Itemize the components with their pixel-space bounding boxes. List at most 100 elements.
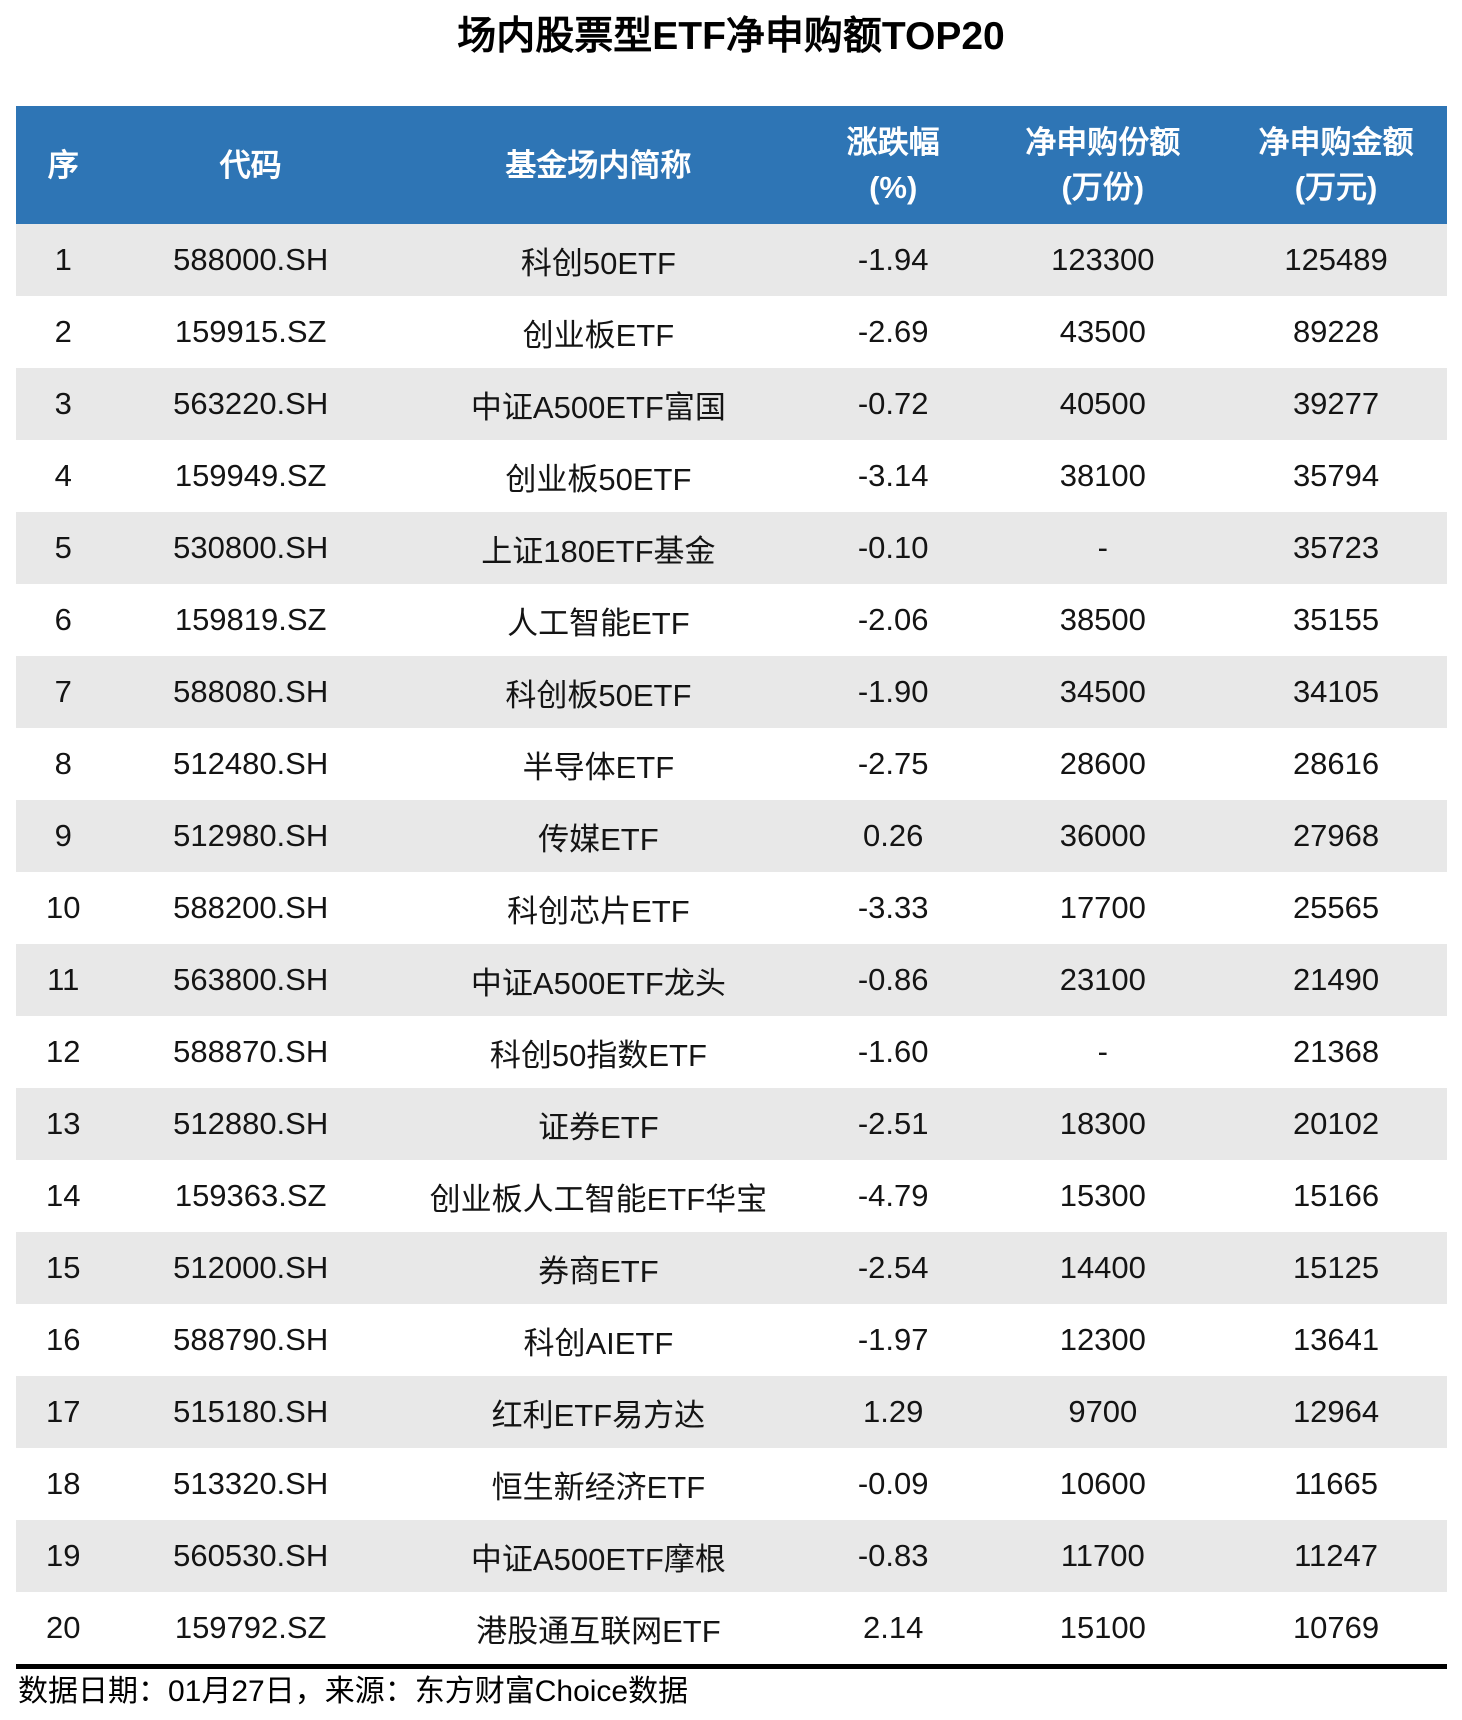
data-source-note: 数据日期：01月27日，来源：东方财富Choice数据 <box>18 1675 689 1708</box>
column-header-label: 代码 <box>219 147 282 183</box>
table-row: 12 588870.SH 科创50指数ETF -1.60 - 21368 <box>16 1016 1447 1088</box>
cell-net_subscription_amount: 21368 <box>1292 1034 1380 1069</box>
cell-rank: 17 <box>45 1394 81 1429</box>
cell-net_subscription_amount: 35723 <box>1292 530 1380 565</box>
cell-rank: 4 <box>54 458 72 493</box>
cell-name: 上证180ETF基金 <box>481 533 716 569</box>
cell-rank: 14 <box>45 1178 81 1213</box>
column-header-label: 基金场内简称 <box>505 147 692 183</box>
cell-rank: 9 <box>54 818 72 853</box>
table-row: 2 159915.SZ 创业板ETF -2.69 43500 89228 <box>16 296 1447 368</box>
cell-net_subscription_amount: 89228 <box>1292 314 1380 349</box>
cell-net_subscription_amount: 15125 <box>1292 1250 1380 1285</box>
cell-net_subscription_amount: 11665 <box>1294 1466 1378 1501</box>
cell-net_subscription_amount: 13641 <box>1292 1322 1380 1357</box>
cell-net_subscription_amount: 10769 <box>1292 1610 1380 1645</box>
cell-code: 159819.SZ <box>174 602 327 637</box>
cell-change_pct: -1.60 <box>857 1034 929 1069</box>
cell-change_pct: -0.09 <box>857 1466 929 1501</box>
cell-code: 515180.SH <box>173 1394 329 1429</box>
column-header-change_pct: 涨跌幅 (%) <box>806 106 981 224</box>
cell-name: 恒生新经济ETF <box>491 1469 706 1505</box>
cell-rank: 11 <box>47 962 80 997</box>
cell-net_subscription_shares: 11700 <box>1060 1538 1145 1573</box>
cell-rank: 8 <box>54 746 72 781</box>
cell-net_subscription_amount: 15166 <box>1292 1178 1380 1213</box>
table-body: 1 588000.SH 科创50ETF -1.94 123300 125489 2 15991… <box>16 224 1447 1664</box>
page-title: 场内股票型ETF净申购额TOP20 <box>457 15 1005 58</box>
cell-net_subscription_shares: 28600 <box>1059 746 1146 781</box>
cell-change_pct: -1.90 <box>857 674 929 709</box>
cell-change_pct: -1.94 <box>857 242 929 277</box>
cell-rank: 10 <box>45 890 81 925</box>
table-row: 11 563800.SH 中证A500ETF龙头 -0.86 23100 21490 <box>16 944 1447 1016</box>
cell-net_subscription_amount: 39277 <box>1292 386 1380 421</box>
cell-net_subscription_shares: 34500 <box>1059 674 1146 709</box>
cell-change_pct: -1.97 <box>857 1322 929 1357</box>
cell-code: 159792.SZ <box>174 1610 327 1645</box>
cell-code: 513320.SH <box>173 1466 329 1501</box>
cell-code: 159949.SZ <box>174 458 327 493</box>
column-header-label: 涨跌幅 <box>846 125 940 160</box>
cell-net_subscription_shares: - <box>1097 1034 1108 1069</box>
cell-change_pct: 2.14 <box>863 1610 924 1645</box>
table-row: 5 530800.SH 上证180ETF基金 -0.10 - 35723 <box>16 512 1447 584</box>
cell-rank: 13 <box>45 1106 81 1141</box>
cell-name: 半导体ETF <box>522 749 675 785</box>
table-row: 7 588080.SH 科创板50ETF -1.90 34500 34105 <box>16 656 1447 728</box>
cell-net_subscription_shares: - <box>1097 530 1108 565</box>
cell-change_pct: -3.33 <box>857 890 929 925</box>
cell-net_subscription_shares: 36000 <box>1059 818 1146 853</box>
cell-change_pct: -0.83 <box>857 1538 929 1573</box>
cell-name: 港股通互联网ETF <box>476 1613 721 1649</box>
cell-code: 588200.SH <box>173 890 329 925</box>
cell-name: 创业板人工智能ETF华宝 <box>429 1181 768 1217</box>
cell-rank: 5 <box>54 530 72 565</box>
cell-rank: 1 <box>54 242 72 277</box>
cell-code: 159363.SZ <box>174 1178 327 1213</box>
cell-net_subscription_shares: 15100 <box>1059 1610 1146 1645</box>
cell-name: 人工智能ETF <box>507 605 690 641</box>
column-header-label: 净申购份额 <box>1025 125 1181 160</box>
cell-code: 560530.SH <box>173 1538 329 1573</box>
cell-net_subscription_amount: 35794 <box>1292 458 1380 493</box>
cell-change_pct: 1.29 <box>863 1394 924 1429</box>
cell-rank: 7 <box>54 674 72 709</box>
cell-change_pct: 0.26 <box>863 818 924 853</box>
column-header-unit: (万份) <box>1061 170 1145 205</box>
cell-net_subscription_shares: 18300 <box>1059 1106 1146 1141</box>
cell-net_subscription_amount: 34105 <box>1292 674 1380 709</box>
cell-change_pct: -2.75 <box>857 746 929 781</box>
column-header-unit: (%) <box>869 170 918 205</box>
cell-code: 512000.SH <box>173 1250 329 1285</box>
column-header-rank: 序 <box>16 106 110 224</box>
table-row: 6 159819.SZ 人工智能ETF -2.06 38500 35155 <box>16 584 1447 656</box>
cell-code: 588080.SH <box>173 674 329 709</box>
cell-net_subscription_amount: 20102 <box>1292 1106 1380 1141</box>
cell-name: 科创板50ETF <box>505 677 692 713</box>
cell-net_subscription_amount: 21490 <box>1292 962 1380 997</box>
footer-divider <box>16 1664 1447 1669</box>
cell-name: 科创AIETF <box>523 1325 674 1361</box>
table-row: 20 159792.SZ 港股通互联网ETF 2.14 15100 10769 <box>16 1592 1447 1664</box>
cell-code: 588000.SH <box>173 242 329 277</box>
cell-change_pct: -0.72 <box>857 386 929 421</box>
cell-net_subscription_shares: 9700 <box>1068 1394 1138 1429</box>
cell-rank: 15 <box>45 1250 81 1285</box>
cell-rank: 2 <box>54 314 72 349</box>
cell-rank: 18 <box>45 1466 81 1501</box>
column-header-unit: (万元) <box>1294 170 1378 205</box>
cell-net_subscription_shares: 38100 <box>1059 458 1146 493</box>
cell-net_subscription_shares: 40500 <box>1059 386 1146 421</box>
cell-rank: 20 <box>45 1610 81 1645</box>
cell-net_subscription_amount: 12964 <box>1292 1394 1380 1429</box>
cell-net_subscription_shares: 15300 <box>1059 1178 1146 1213</box>
cell-net_subscription_amount: 125489 <box>1284 242 1388 277</box>
cell-code: 563800.SH <box>173 962 329 997</box>
cell-change_pct: -4.79 <box>857 1178 929 1213</box>
table-row: 3 563220.SH 中证A500ETF富国 -0.72 40500 39277 <box>16 368 1447 440</box>
cell-name: 创业板50ETF <box>505 461 692 497</box>
cell-name: 券商ETF <box>538 1253 659 1289</box>
cell-change_pct: -2.69 <box>857 314 929 349</box>
